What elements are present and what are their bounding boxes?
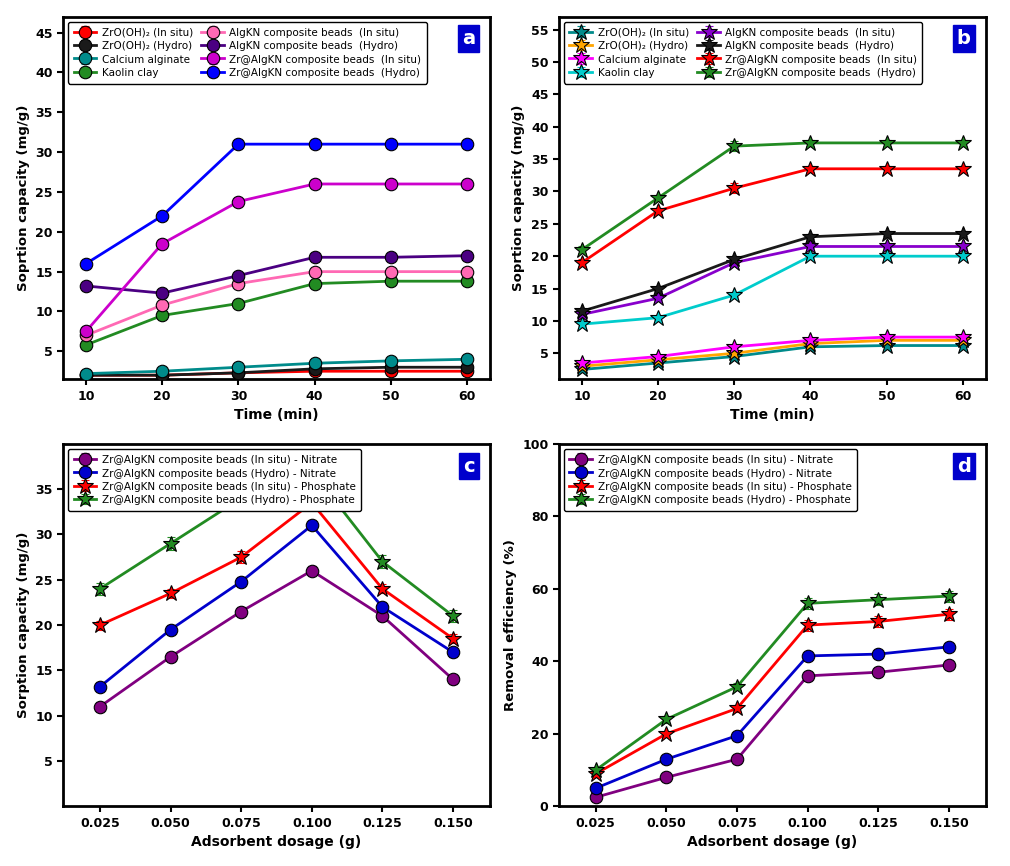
Text: b: b xyxy=(956,29,971,48)
Legend: Zr@AlgKN composite beads (In situ) - Nitrate, Zr@AlgKN composite beads (Hydro) -: Zr@AlgKN composite beads (In situ) - Nit… xyxy=(565,449,856,511)
Y-axis label: Sorption capacity (mg/g): Sorption capacity (mg/g) xyxy=(17,532,29,718)
Legend: Zr@AlgKN composite beads (In situ) - Nitrate, Zr@AlgKN composite beads (Hydro) -: Zr@AlgKN composite beads (In situ) - Nit… xyxy=(69,449,361,511)
Text: a: a xyxy=(462,29,475,48)
Y-axis label: Soprtion capacity (mg/g): Soprtion capacity (mg/g) xyxy=(17,105,29,291)
Legend: ZrO(OH)₂ (In situ), ZrO(OH)₂ (Hydro), Calcium alginate, Kaolin clay, AlgKN compo: ZrO(OH)₂ (In situ), ZrO(OH)₂ (Hydro), Ca… xyxy=(565,22,922,83)
Y-axis label: Soprtion capacity (mg/g): Soprtion capacity (mg/g) xyxy=(512,105,525,291)
X-axis label: Time (min): Time (min) xyxy=(730,408,815,422)
X-axis label: Adsorbent dosage (g): Adsorbent dosage (g) xyxy=(191,836,362,850)
Legend: ZrO(OH)₂ (In situ), ZrO(OH)₂ (Hydro), Calcium alginate, Kaolin clay, AlgKN compo: ZrO(OH)₂ (In situ), ZrO(OH)₂ (Hydro), Ca… xyxy=(69,22,426,83)
Y-axis label: Removal efficiency (%): Removal efficiency (%) xyxy=(504,540,517,711)
X-axis label: Time (min): Time (min) xyxy=(234,408,319,422)
X-axis label: Adsorbent dosage (g): Adsorbent dosage (g) xyxy=(687,836,857,850)
Text: c: c xyxy=(464,456,475,475)
Text: d: d xyxy=(956,456,971,475)
